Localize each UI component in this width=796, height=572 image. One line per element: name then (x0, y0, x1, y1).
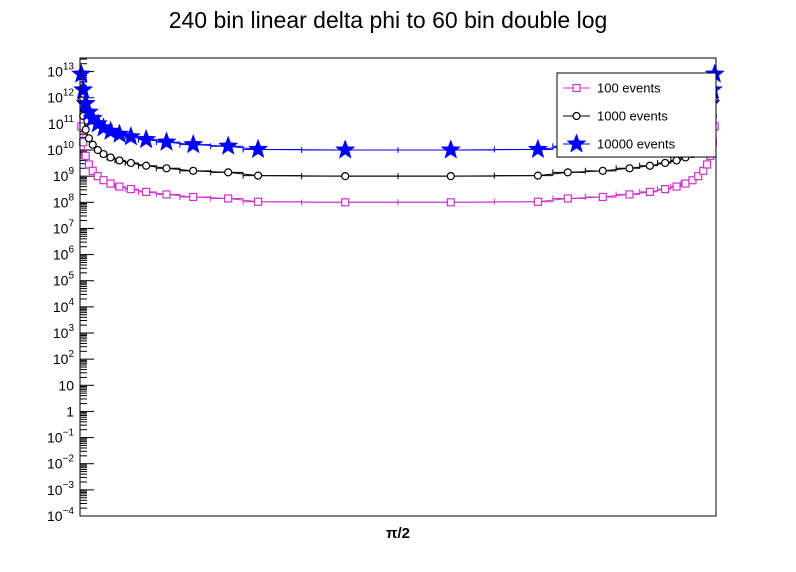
data-point (702, 160, 712, 169)
y-tick-label: 1010 (47, 140, 74, 158)
legend-entry: 1000 events (563, 109, 668, 124)
data-point (99, 149, 108, 159)
data-point (661, 184, 670, 194)
y-tick-label: 1012 (47, 88, 74, 106)
data-point (253, 197, 263, 206)
legend-label: 10000 events (597, 137, 676, 152)
data-point (99, 176, 108, 185)
data-point (440, 139, 461, 159)
plot-frame (79, 57, 717, 517)
legend-label: 100 events (597, 81, 661, 96)
y-tick-label: 1 (66, 403, 74, 419)
data-point (88, 140, 97, 149)
data-point (694, 172, 703, 181)
data-point (672, 156, 681, 165)
data-point (106, 153, 115, 162)
data-point (189, 192, 198, 202)
y-tick-label: 105 (53, 271, 75, 289)
data-point (115, 182, 124, 191)
y-tick-label: 104 (53, 297, 75, 315)
data-point (126, 158, 135, 168)
chart-title: 240 bin linear delta phi to 60 bin doubl… (169, 7, 608, 33)
data-point (81, 151, 90, 160)
data-point (598, 192, 607, 202)
data-point (247, 138, 269, 159)
data-point (183, 133, 204, 154)
data-point (253, 171, 263, 180)
data-point (218, 135, 239, 155)
data-point (162, 190, 171, 199)
y-tick-label: 108 (53, 192, 75, 210)
y-tick-label: 10 (58, 377, 74, 393)
data-point (120, 126, 142, 146)
data-point (563, 194, 572, 203)
data-point (109, 123, 130, 143)
legend: 100 events 1000 events 10000 events (556, 72, 717, 158)
data-point (341, 198, 350, 207)
y-tick-label: 102 (53, 349, 75, 367)
legend-marker (572, 111, 581, 121)
y-tick-label: 1011 (48, 114, 74, 132)
legend-entry: 10000 events (563, 133, 676, 153)
data-point (156, 131, 177, 151)
data-point (88, 166, 97, 175)
data-point (142, 161, 151, 170)
data-point (446, 198, 455, 207)
data-point (341, 172, 350, 181)
data-point (645, 187, 654, 196)
y-tick-label: 109 (53, 166, 75, 184)
data-point (335, 139, 356, 159)
data-point (527, 138, 549, 159)
data-point (142, 187, 151, 196)
data-point (661, 158, 670, 168)
legend-marker (566, 133, 587, 153)
x-axis-label: π/2 (386, 525, 410, 542)
data-point (93, 145, 102, 155)
data-point (681, 179, 690, 188)
data-point (72, 79, 94, 99)
y-tick-label: 10−4 (47, 506, 74, 524)
data-point (84, 134, 94, 143)
y-tick-label: 10−2 (47, 454, 74, 472)
legend-marker (572, 83, 581, 93)
data-point (75, 92, 96, 113)
data-point (135, 128, 157, 149)
legend-label: 1000 events (597, 109, 668, 124)
y-tick-label: 103 (53, 323, 75, 341)
data-point (106, 179, 115, 188)
data-point (81, 125, 90, 134)
y-tick-label: 107 (53, 218, 75, 236)
data-point (100, 120, 121, 140)
data-point (189, 166, 198, 175)
y-tick-label: 10−1 (47, 428, 74, 446)
data-point (71, 63, 92, 83)
data-point (224, 194, 233, 203)
y-axis-tick-labels: 10−4 10−3 10−2 10−1 1 10 102 103 104 105 106 107 108… (47, 62, 74, 524)
y-tick-label: 1013 (47, 62, 74, 80)
data-point (672, 182, 681, 191)
data-point (162, 164, 171, 173)
legend-entry: 100 events (563, 81, 661, 96)
data-point (533, 197, 543, 206)
data-point (645, 161, 654, 170)
data-point (625, 164, 634, 173)
data-point (598, 166, 607, 175)
data-point (126, 184, 135, 194)
y-tick-label: 10−3 (47, 480, 74, 498)
data-point (446, 172, 455, 181)
data-point (115, 156, 124, 165)
data-point (625, 190, 634, 199)
y-tick-label: 106 (53, 245, 75, 263)
data-point (533, 171, 543, 180)
data-point (224, 168, 233, 177)
data-point (563, 168, 572, 177)
